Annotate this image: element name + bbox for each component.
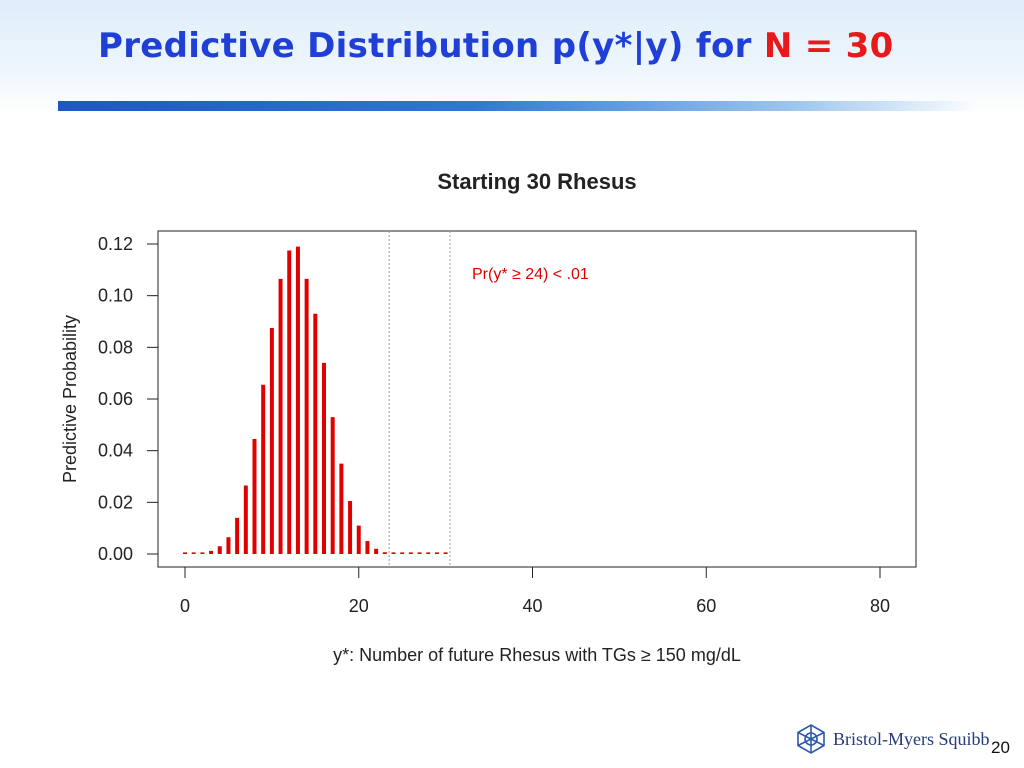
reference-lines bbox=[388, 231, 451, 567]
logo-text: Bristol-Myers Squibb bbox=[833, 728, 990, 749]
y-tick-label: 0.08 bbox=[98, 337, 133, 357]
title-rule bbox=[58, 101, 978, 111]
x-axis-label: y*: Number of future Rhesus with TGs ≥ 1… bbox=[333, 645, 741, 665]
y-tick-label: 0.12 bbox=[98, 234, 133, 254]
y-axis: 0.00 0.02 0.04 0.06 0.08 0.10 0.12 bbox=[98, 234, 159, 564]
slide-title: Predictive Distribution p(y*|y) for N = … bbox=[98, 26, 894, 66]
company-logo: Bristol-Myers Squibb bbox=[795, 722, 990, 756]
chart-title: Starting 30 Rhesus bbox=[437, 169, 636, 194]
x-tick-label: 0 bbox=[180, 596, 190, 616]
annotation-text: Pr(y* ≥ 24) < .01 bbox=[472, 266, 589, 283]
y-tick-label: 0.04 bbox=[98, 441, 133, 461]
y-tick-label: 0.00 bbox=[98, 544, 133, 564]
x-tick-label: 40 bbox=[522, 596, 542, 616]
y-tick-label: 0.06 bbox=[98, 389, 133, 409]
slide-title-accent: N = 30 bbox=[763, 26, 894, 66]
x-tick-label: 60 bbox=[696, 596, 716, 616]
x-axis: 0 20 40 60 80 bbox=[180, 566, 890, 616]
y-axis-label: Predictive Probability bbox=[60, 315, 80, 483]
logo-mark-icon bbox=[797, 724, 825, 754]
x-tick-label: 20 bbox=[349, 596, 369, 616]
bar-series bbox=[183, 246, 448, 554]
y-tick-label: 0.02 bbox=[98, 492, 133, 512]
x-tick-label: 80 bbox=[870, 596, 890, 616]
y-tick-label: 0.10 bbox=[98, 286, 133, 306]
slide-title-main: Predictive Distribution p(y*|y) for bbox=[98, 26, 764, 66]
page-number: 20 bbox=[991, 738, 1010, 757]
